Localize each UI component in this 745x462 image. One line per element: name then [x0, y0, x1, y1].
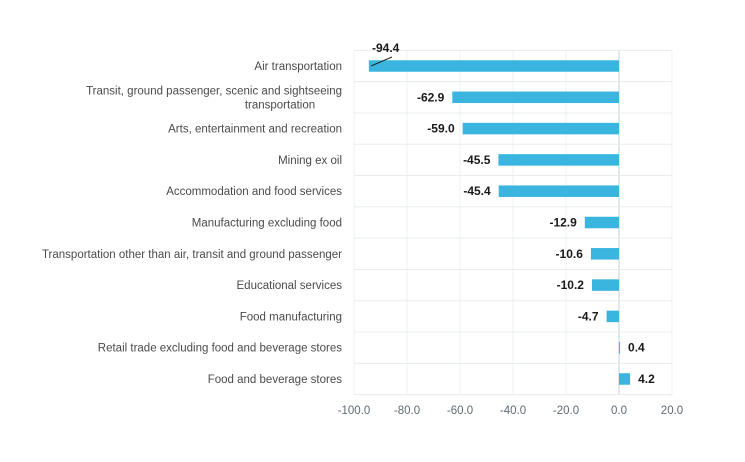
category-label: Educational services — [237, 280, 343, 292]
x-axis-tick-label: -40.0 — [500, 405, 526, 417]
value-label: -45.5 — [463, 153, 491, 167]
bar — [619, 373, 631, 385]
x-axis-tick-layer: -100.0 -80.0 -60.0 -40.0 -20.0 0.0 20.0 — [338, 405, 684, 417]
bar — [590, 248, 619, 260]
value-leader-line — [370, 56, 393, 67]
category-label: Transportation other than air, transit a… — [42, 249, 342, 261]
value-label: -59.0 — [427, 122, 455, 136]
grid-layer — [353, 49, 673, 396]
category-label: Mining ex oil — [278, 155, 342, 167]
bar — [606, 310, 619, 323]
category-label: Air transportation — [254, 61, 342, 73]
category-label: Transit, ground passenger, scenic and si… — [86, 85, 342, 97]
bar — [619, 341, 621, 354]
category-label-layer: Air transportation Transit, ground passen… — [42, 61, 342, 386]
value-label: -45.4 — [463, 184, 491, 198]
value-label: -4.7 — [578, 309, 599, 323]
category-label: transportation — [245, 99, 315, 111]
x-axis-tick-label: -80.0 — [394, 405, 420, 417]
value-label: -10.2 — [557, 278, 585, 292]
x-axis-tick-label: 0.0 — [611, 405, 627, 417]
value-label: 0.4 — [628, 341, 645, 355]
value-label-layer: -94.4 -62.9 -59.0 -45.5 -45.4 -12.9 -10.6 -10.2… — [370, 41, 655, 386]
bar — [368, 60, 619, 72]
category-label: Food manufacturing — [240, 311, 342, 323]
value-label: -10.6 — [556, 247, 584, 261]
category-label: Retail trade excluding food and beverage… — [98, 343, 342, 355]
x-axis-tick-label: -20.0 — [553, 405, 579, 417]
x-axis-tick-label: -60.0 — [447, 405, 473, 417]
value-label: -94.4 — [372, 41, 400, 55]
category-label: Accommodation and food services — [166, 186, 342, 198]
bar — [591, 279, 619, 291]
bar — [452, 91, 619, 104]
category-label: Manufacturing excluding food — [192, 218, 342, 230]
bar — [584, 216, 619, 229]
category-label: Arts, entertainment and recreation — [168, 124, 342, 136]
category-label: Food and beverage stores — [208, 374, 343, 386]
bar-layer — [368, 60, 631, 385]
value-label: -12.9 — [549, 216, 577, 230]
bar — [498, 154, 619, 166]
value-label: -62.9 — [417, 90, 445, 104]
bar — [462, 122, 619, 135]
value-label: 4.2 — [638, 372, 655, 386]
x-axis-tick-label: 20.0 — [661, 405, 683, 417]
x-axis-tick-label: -100.0 — [338, 405, 371, 417]
bar — [498, 185, 619, 197]
